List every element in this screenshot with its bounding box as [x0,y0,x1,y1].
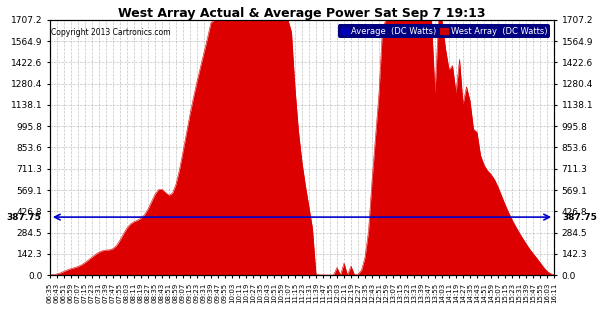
Title: West Array Actual & Average Power Sat Sep 7 19:13: West Array Actual & Average Power Sat Se… [118,7,486,20]
Legend: Average  (DC Watts), West Array  (DC Watts): Average (DC Watts), West Array (DC Watts… [338,24,550,38]
Text: Copyright 2013 Cartronics.com: Copyright 2013 Cartronics.com [51,28,170,37]
Text: 387.75: 387.75 [563,213,598,222]
Text: 387.75: 387.75 [6,213,41,222]
